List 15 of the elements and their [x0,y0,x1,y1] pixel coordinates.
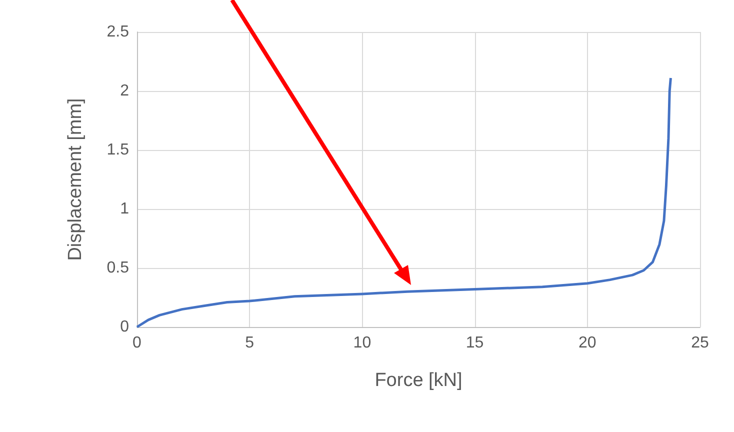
x-tick-label: 20 [578,334,596,352]
x-tick-label: 15 [466,334,484,352]
x-tick-label: 5 [245,334,254,352]
x-tick-label: 10 [353,334,372,352]
x-tick-label: 0 [132,334,142,352]
y-tick-label: 2.5 [106,24,130,40]
y-tick-label: 0.5 [106,260,130,276]
x-axis-title: Force [kN] [374,370,462,391]
y-tick-label: 2 [120,82,130,100]
y-tick-label: 1.5 [106,142,130,158]
line-series [136,76,672,328]
y-tick-label: 0 [120,318,130,336]
y-tick-label: 1 [120,200,130,218]
x-tick-label: 25 [691,334,709,352]
y-axis-title: Displacement [mm] [65,98,86,261]
